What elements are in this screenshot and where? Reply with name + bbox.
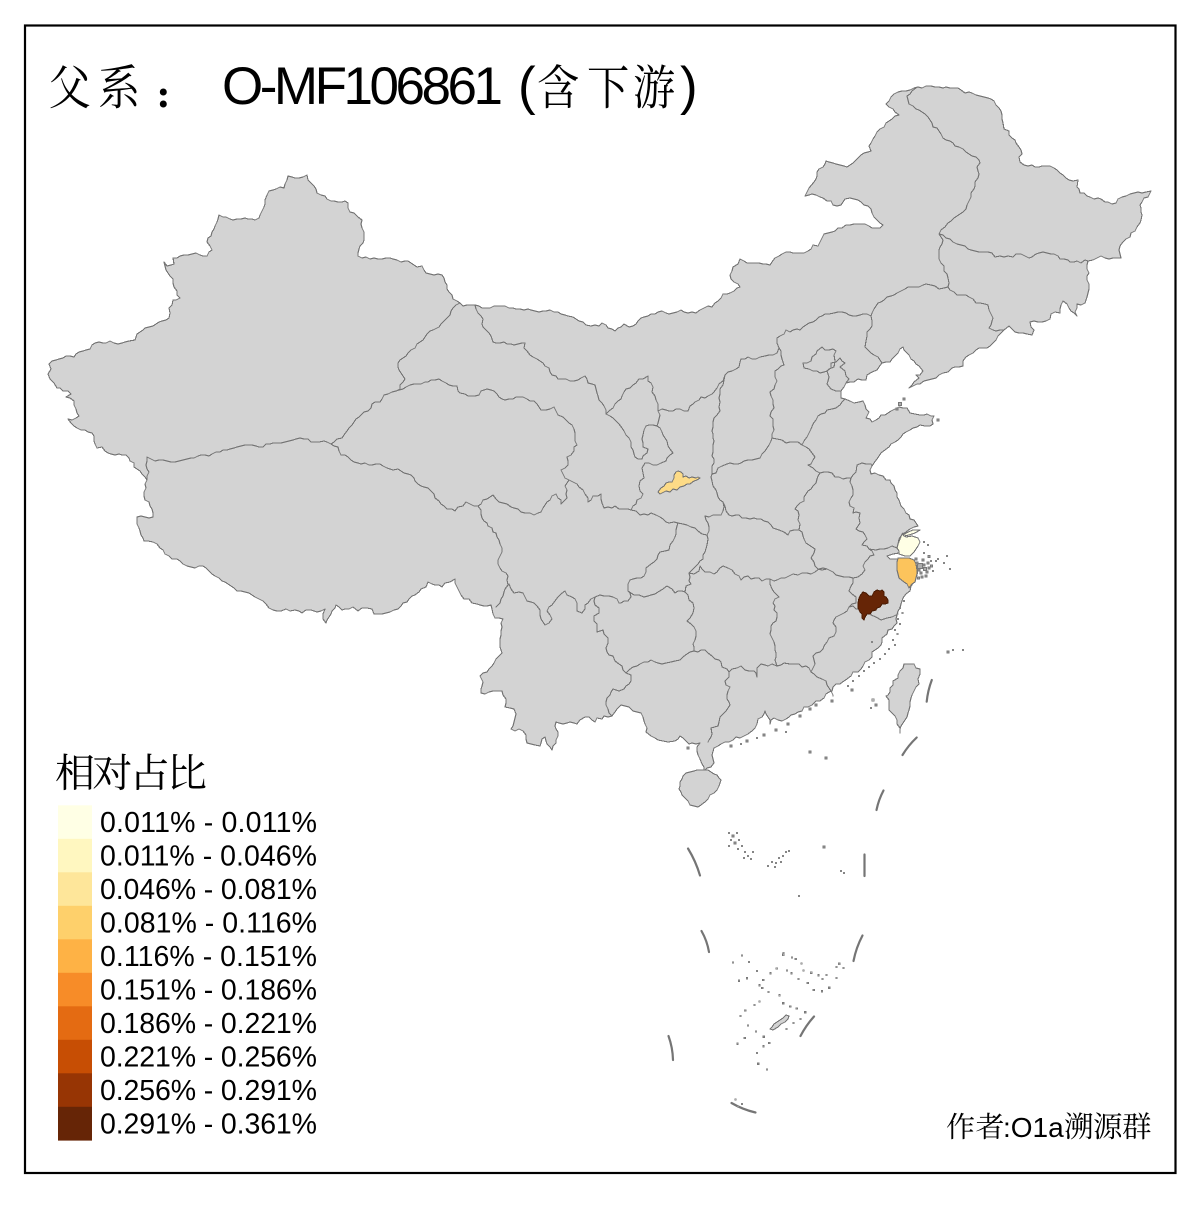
svg-text:0.081% - 0.116%: 0.081% - 0.116% (100, 907, 317, 939)
svg-text:0.011% - 0.046%: 0.011% - 0.046% (100, 840, 317, 872)
svg-text:0.046% - 0.081%: 0.046% - 0.081% (100, 874, 317, 906)
svg-text:(: ( (518, 57, 536, 116)
svg-text:0.151% - 0.186%: 0.151% - 0.186% (100, 974, 317, 1006)
svg-text:0.291% - 0.361%: 0.291% - 0.361% (100, 1108, 317, 1140)
svg-text:0.256% - 0.291%: 0.256% - 0.291% (100, 1075, 317, 1107)
svg-text:0.116% - 0.151%: 0.116% - 0.151% (100, 941, 317, 973)
svg-text:O-MF106861: O-MF106861 (222, 57, 503, 116)
svg-text:0.011% - 0.011%: 0.011% - 0.011% (100, 807, 317, 839)
svg-text:): ) (680, 57, 698, 116)
svg-text:0.221% - 0.256%: 0.221% - 0.256% (100, 1041, 317, 1073)
svg-text::O1a: :O1a (1003, 1112, 1064, 1143)
svg-text:0.186% - 0.221%: 0.186% - 0.221% (100, 1008, 317, 1040)
